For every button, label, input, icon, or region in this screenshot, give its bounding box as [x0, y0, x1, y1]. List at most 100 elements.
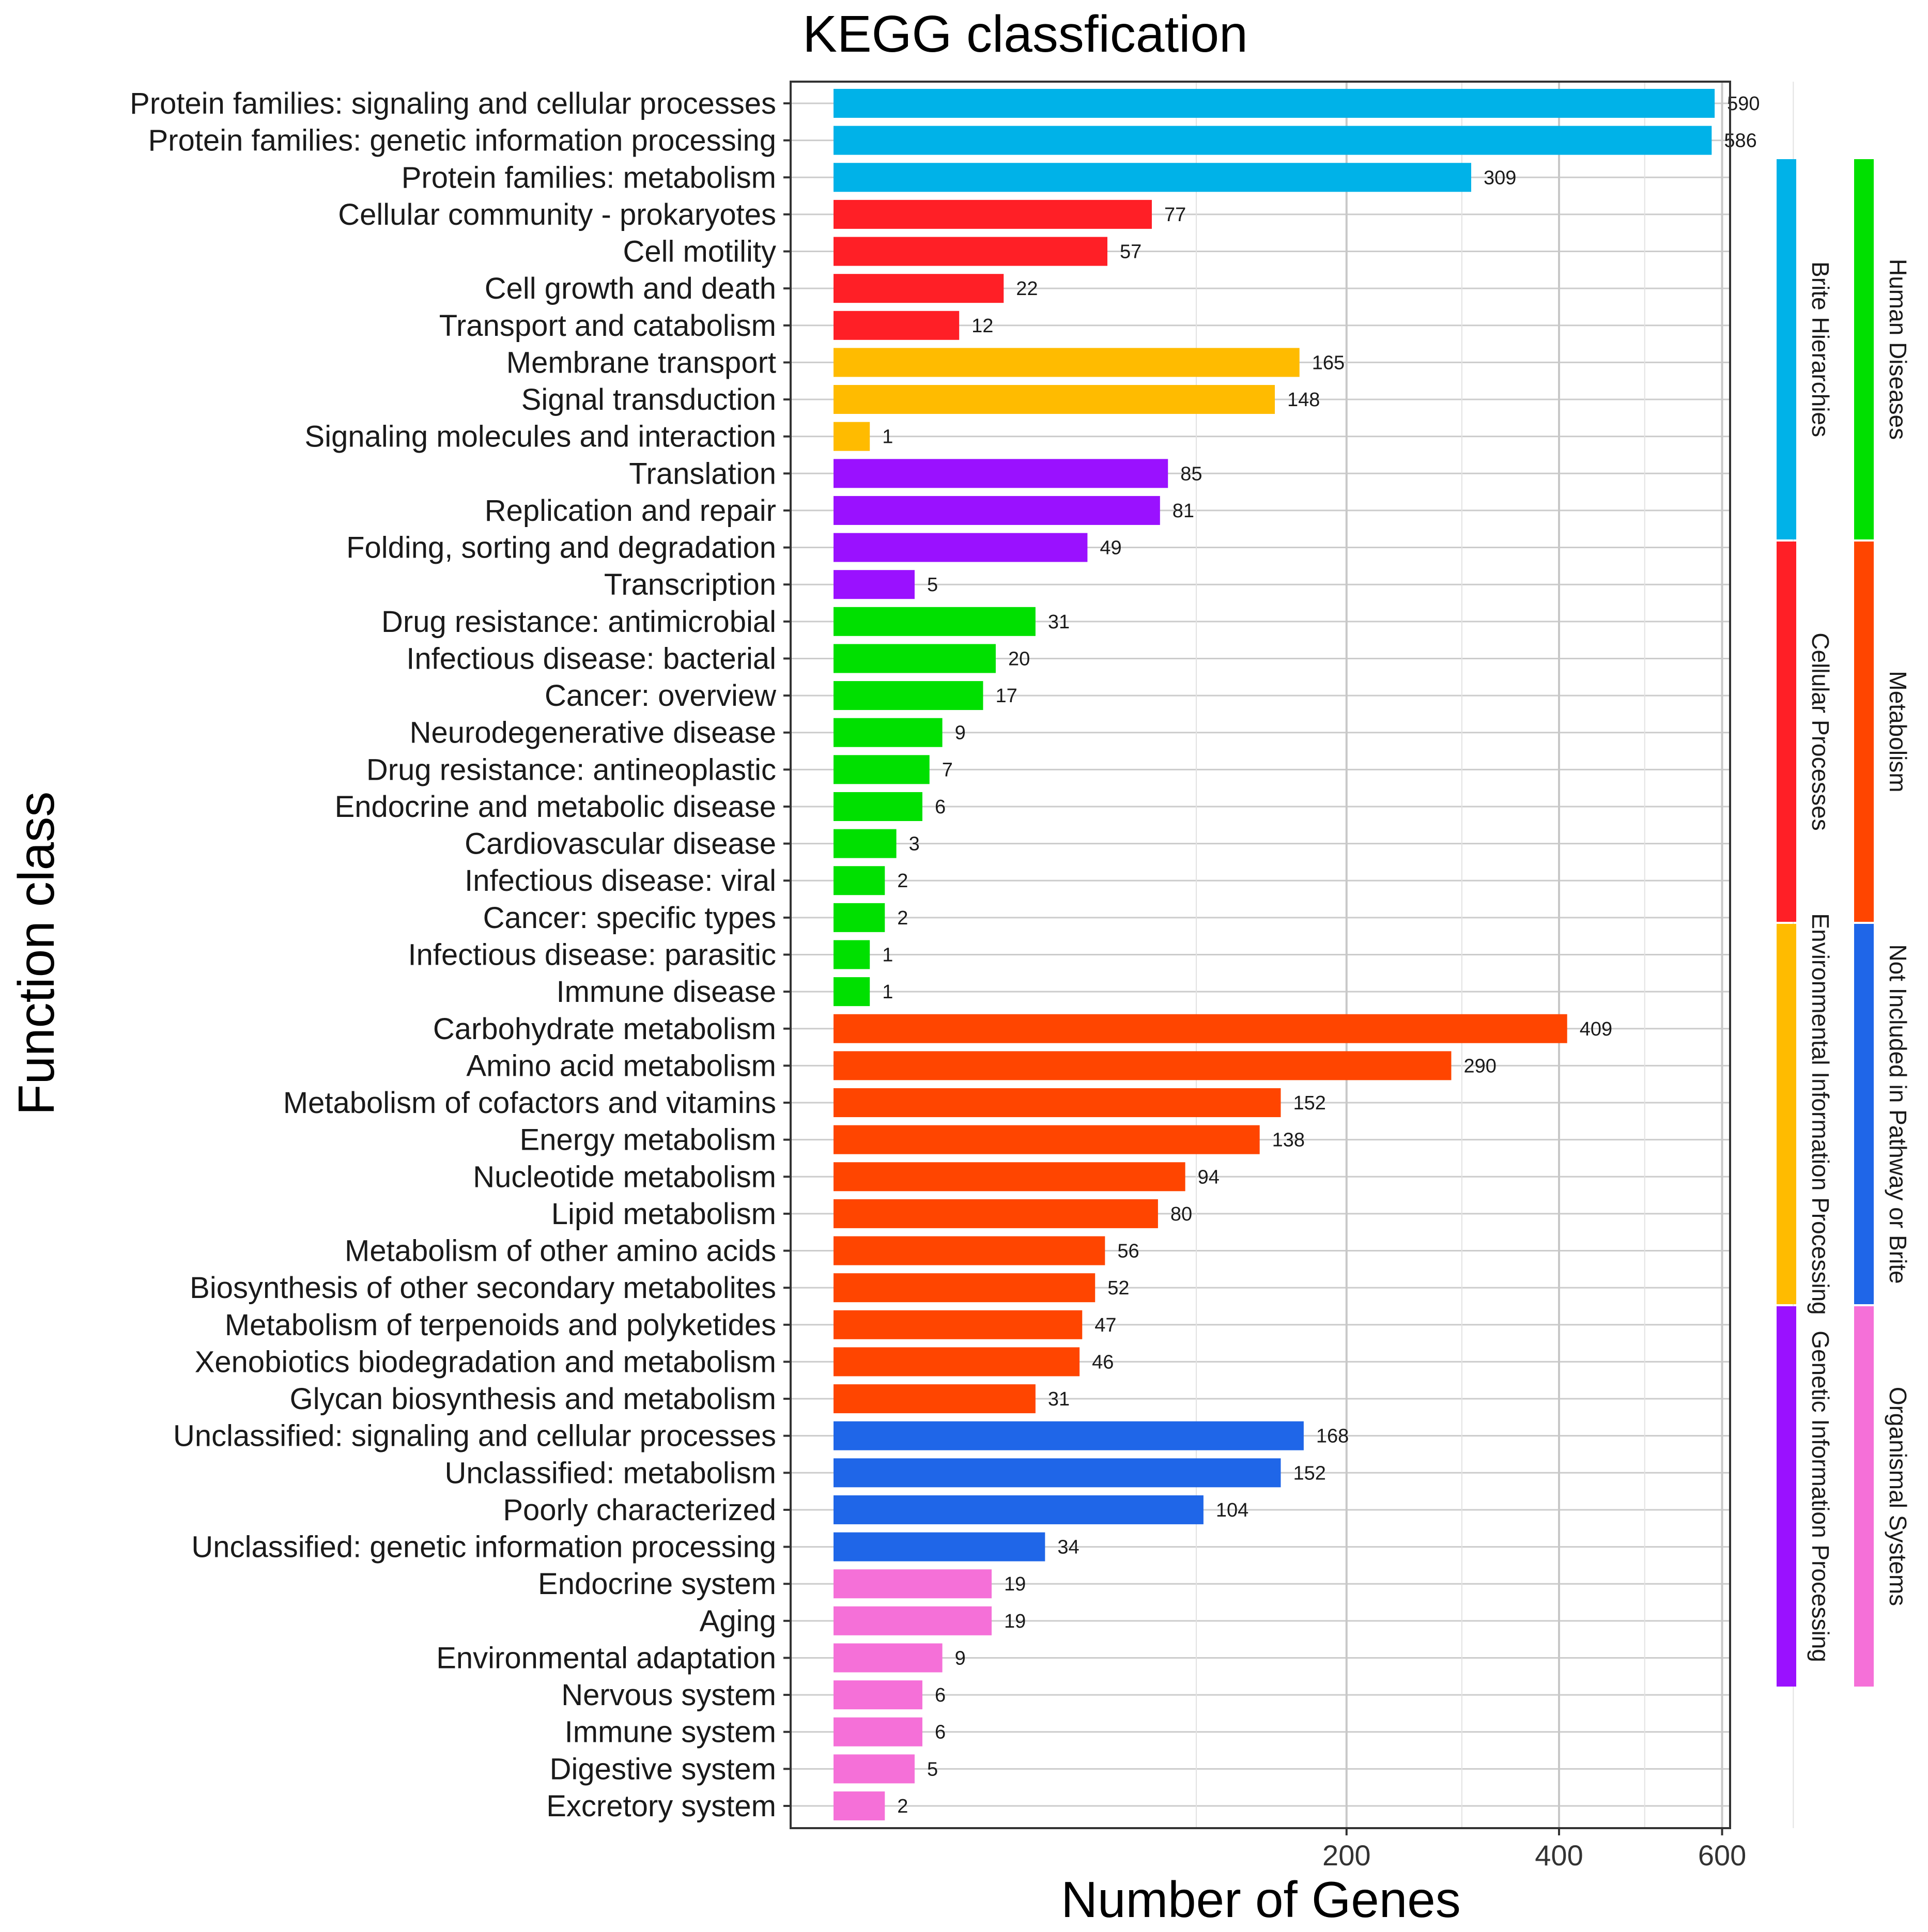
category-label: Replication and repair	[485, 494, 776, 528]
category-label: Protein families: genetic information pr…	[148, 124, 776, 158]
chart-title: KEGG classfication	[803, 5, 1247, 63]
category-label: Digestive system	[550, 1752, 776, 1786]
bar-value-label: 152	[1293, 1462, 1325, 1484]
bar-value-label: 2	[897, 870, 908, 892]
bar	[834, 607, 1036, 636]
x-tick-label: 400	[1535, 1839, 1583, 1872]
category-label: Membrane transport	[506, 346, 776, 379]
category-label: Cellular community - prokaryotes	[338, 198, 776, 231]
bar-value-label: 19	[1004, 1573, 1026, 1595]
bar	[834, 1199, 1158, 1228]
category-label: Environmental adaptation	[436, 1641, 776, 1675]
bar	[834, 348, 1300, 377]
bar	[834, 1532, 1045, 1562]
legend-label: Environmental Information Processing	[1807, 913, 1834, 1315]
bar-value-label: 6	[935, 796, 946, 818]
bar	[834, 1569, 992, 1599]
bar	[834, 755, 930, 784]
bar-value-label: 31	[1048, 1388, 1070, 1410]
y-axis-title: Function class	[8, 792, 65, 1115]
legend-color-strip	[1777, 924, 1796, 1304]
category-label: Biosynthesis of other secondary metaboli…	[190, 1271, 776, 1305]
bar-value-label: 2	[897, 1796, 908, 1817]
bar	[834, 1273, 1096, 1303]
bar-value-label: 77	[1164, 204, 1186, 226]
bar	[834, 311, 960, 340]
bar-value-label: 6	[935, 1684, 946, 1706]
bar-value-label: 148	[1287, 389, 1320, 411]
category-label: Metabolism of cofactors and vitamins	[283, 1086, 776, 1120]
category-label: Protein families: signaling and cellular…	[130, 87, 776, 120]
category-label: Aging	[700, 1604, 776, 1638]
legend-label: Metabolism	[1885, 671, 1911, 792]
bar	[834, 163, 1472, 192]
bar-value-label: 138	[1272, 1130, 1305, 1151]
category-label: Infectious disease: parasitic	[408, 938, 776, 971]
category-label: Cancer: overview	[545, 679, 777, 713]
category-label: Unclassified: metabolism	[445, 1456, 776, 1490]
bar-value-label: 586	[1724, 130, 1756, 152]
bar-value-label: 9	[955, 1647, 966, 1669]
legend: Brite Hierarchies Cellular Processes Envir…	[1777, 159, 1911, 1687]
bar-value-label: 47	[1094, 1315, 1116, 1336]
bar-value-label: 85	[1180, 463, 1202, 485]
bar	[834, 533, 1088, 562]
bar-value-label: 12	[971, 315, 993, 337]
category-label: Folding, sorting and degradation	[346, 531, 776, 565]
bar-value-label: 81	[1173, 500, 1194, 522]
bar-value-label: 46	[1092, 1351, 1114, 1373]
bar	[834, 866, 885, 895]
bar	[834, 1680, 922, 1710]
bar	[834, 89, 1715, 118]
category-label: Transcription	[604, 568, 776, 601]
category-label: Signal transduction	[521, 383, 776, 416]
bar-value-label: 168	[1316, 1426, 1349, 1447]
x-axis-layer: 200 400 600	[1322, 1828, 1746, 1872]
category-label: Drug resistance: antineoplastic	[366, 753, 776, 786]
category-label: Xenobiotics biodegradation and metabolis…	[195, 1345, 776, 1379]
bar	[834, 681, 983, 710]
category-label: Unclassified: signaling and cellular pro…	[173, 1419, 776, 1453]
bar-value-label: 56	[1117, 1241, 1139, 1262]
category-label: Immune system	[565, 1715, 776, 1749]
legend-label: Brite Hierarchies	[1807, 261, 1834, 437]
bar	[834, 792, 922, 821]
x-tick-label: 200	[1322, 1839, 1370, 1872]
bar-value-label: 57	[1120, 241, 1142, 263]
legend-color-strip	[1777, 1306, 1796, 1687]
bar-value-label: 409	[1580, 1018, 1612, 1040]
bar-value-label: 1	[882, 981, 893, 1003]
category-label: Cell motility	[623, 235, 777, 269]
bar-value-label: 5	[927, 574, 938, 596]
bar	[834, 1643, 943, 1673]
category-label: Cell growth and death	[485, 272, 776, 305]
category-label: Unclassified: genetic information proces…	[191, 1531, 776, 1564]
bar	[834, 1717, 922, 1746]
legend-label: Organismal Systems	[1885, 1387, 1911, 1606]
bar	[834, 1754, 915, 1784]
legend-label: Cellular Processes	[1807, 632, 1834, 830]
bar	[834, 1125, 1260, 1154]
bar-value-label: 22	[1016, 278, 1038, 300]
bar	[834, 1495, 1204, 1524]
bar-value-label: 5	[927, 1758, 938, 1780]
bar	[834, 1162, 1185, 1192]
bar	[834, 718, 943, 747]
bar-value-label: 309	[1484, 167, 1516, 189]
bar-value-label: 165	[1312, 352, 1345, 374]
category-label: Signaling molecules and interaction	[305, 420, 776, 454]
category-label: Nucleotide metabolism	[473, 1160, 776, 1194]
bar	[834, 570, 915, 599]
category-label: Metabolism of terpenoids and polyketides	[225, 1308, 776, 1342]
bar	[834, 274, 1004, 303]
bar-value-label: 7	[942, 759, 953, 781]
y-axis-layer: Protein families: signaling and cellular…	[130, 87, 791, 1823]
bar	[834, 829, 897, 858]
bar-value-label: 34	[1057, 1537, 1079, 1558]
category-label: Glycan biosynthesis and metabolism	[290, 1382, 776, 1416]
category-label: Poorly characterized	[503, 1493, 776, 1527]
bar-value-label: 17	[995, 685, 1017, 707]
bar-value-label: 290	[1463, 1055, 1496, 1077]
bar-value-label: 2	[897, 907, 908, 929]
